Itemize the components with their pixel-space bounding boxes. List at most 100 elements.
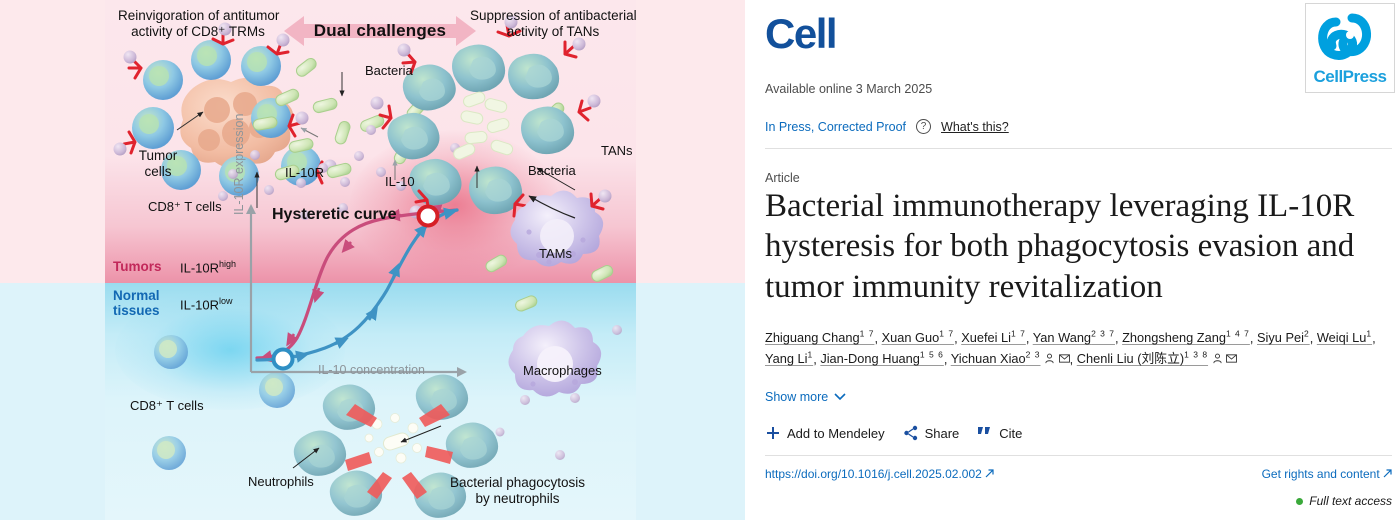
caption-right-header: Suppression of antibacterial activity of… [470, 8, 637, 39]
envelope-icon[interactable] [1058, 353, 1070, 364]
chart-x-axis-label: IL-10 concentration [318, 363, 426, 377]
attack-arrow-group [345, 404, 453, 499]
author-affiliation: 2 3 7 [1091, 329, 1115, 339]
label-il10r: IL-10R [285, 165, 325, 180]
low-state-point [271, 347, 295, 371]
doi-link[interactable]: https://doi.org/10.1016/j.cell.2025.02.0… [765, 467, 994, 481]
journal-logo[interactable]: Cell [765, 10, 838, 57]
cellpress-logo: CellPress [1305, 3, 1395, 93]
available-online-date: Available online 3 March 2025 [765, 82, 933, 96]
author-name[interactable]: Yan Wang2 3 7 [1032, 329, 1115, 346]
chart-title: Hysteretic curve [272, 206, 397, 223]
full-text-access-label: Full text access [1309, 494, 1392, 508]
article-panel: Cell CellPress Available online 3 March … [745, 0, 1400, 520]
plus-icon [767, 427, 779, 439]
bacteria-leader-bottom [400, 425, 442, 443]
show-more-button[interactable]: Show more [765, 390, 846, 404]
author-affiliation: 1 4 7 [1225, 329, 1250, 339]
divider-top [765, 148, 1392, 149]
author-affiliation: 1 7 [1011, 329, 1026, 339]
cite-button[interactable]: Cite [977, 426, 1022, 441]
ascending-branch [255, 208, 459, 362]
divider-bottom [765, 455, 1392, 456]
neutrophils-leader [292, 447, 320, 469]
author-name[interactable]: Chenli Liu (刘陈立)1 3 8 [1076, 349, 1209, 367]
person-icon[interactable] [1212, 353, 1223, 364]
il10r-leader-tumor [300, 127, 319, 138]
tumor-cells-leader [176, 111, 204, 131]
author-name[interactable]: Yichuan Xiao2 3 [950, 349, 1041, 367]
label-bacteria-top: Bacteria [365, 63, 413, 78]
cd8-t-cell-group-normal [152, 335, 295, 470]
tam-cell [510, 189, 612, 267]
label-tams: TAMs [539, 246, 572, 261]
author-affiliation: 1 7 [939, 329, 955, 339]
add-to-mendeley-label: Add to Mendeley [787, 425, 885, 441]
chevron-down-icon [834, 393, 846, 401]
band-value-tumors: IL-10Rhigh [180, 259, 237, 276]
chart-y-axis-label: IL-10R expression [232, 113, 246, 215]
label-cd8-t-cells-top: CD8⁺ T cells [148, 199, 222, 214]
author-list: Zhiguang Chang1 7, Xuan Guo1 7, Xuefei L… [765, 329, 1376, 367]
band-tag-normal: Normal tissues [113, 288, 160, 319]
descending-branch [255, 208, 459, 360]
label-bacteria-tans: Bacteria [528, 163, 576, 178]
access-status-dot-icon [1296, 497, 1304, 505]
label-phagocytosis: Bacterial phagocytosis by neutrophils [449, 475, 586, 506]
add-to-mendeley-button[interactable]: Add to Mendeley [765, 425, 885, 441]
article-type: Article [765, 171, 800, 185]
share-button[interactable]: Share [903, 425, 960, 441]
caption-left-header: Reinvigoration of antitumor activity of … [118, 8, 280, 39]
doi-text: https://doi.org/10.1016/j.cell.2025.02.0… [765, 467, 982, 481]
author-affiliation: 2 3 [1025, 349, 1041, 360]
external-link-icon [1383, 469, 1392, 478]
proof-status-row: In Press, Corrected Proof ? What's this? [765, 119, 1009, 134]
author-name[interactable]: Xuan Guo1 7 [881, 329, 955, 346]
dual-challenges-label: Dual challenges [313, 21, 447, 40]
lysed-bacterium [364, 413, 422, 464]
sup-high: high [219, 259, 237, 269]
show-more-label: Show more [765, 390, 829, 404]
cellpress-wordmark: CellPress [1313, 67, 1388, 86]
cite-label: Cite [999, 425, 1023, 441]
person-icon[interactable] [1044, 353, 1055, 364]
page-title: Bacterial immunotherapy leveraging IL-10… [765, 188, 1355, 305]
label-cd8-t-cells-bottom: CD8⁺ T cells [130, 398, 204, 413]
dual-challenges-arrow [284, 16, 476, 46]
tam-uptake-arrow [528, 195, 576, 219]
full-text-access-badge: Full text access [1296, 494, 1392, 508]
quote-icon [978, 427, 991, 434]
author-name[interactable]: Zhiguang Chang1 7 [765, 329, 875, 346]
author-affiliation: 1 5 6 [919, 349, 944, 360]
author-name[interactable]: Xuefei Li1 7 [961, 329, 1026, 346]
label-neutrophils: Neutrophils [248, 474, 314, 489]
band-tag-tumors: Tumors [113, 259, 162, 274]
author-name[interactable]: Weiqi Lu1 [1316, 329, 1373, 346]
tan-cluster [370, 15, 601, 221]
author-name[interactable]: Jian-Dong Huang1 5 6 [820, 349, 944, 367]
label-tumor-cells: Tumor cells [138, 148, 178, 179]
author-affiliation: 2 [1303, 329, 1310, 339]
label-tans: TANs [601, 143, 633, 158]
get-rights-text: Get rights and content [1261, 467, 1380, 481]
author-name[interactable]: Zhongsheng Zang1 4 7 [1122, 329, 1250, 346]
macrophage-cell [508, 320, 602, 397]
action-bar: Add to Mendeley Share Cite [765, 425, 1022, 441]
author-name[interactable]: Yang Li1 [765, 349, 814, 367]
author-name[interactable]: Siyu Pei2 [1257, 329, 1310, 346]
whats-this-link[interactable]: What's this? [941, 119, 1009, 134]
external-link-icon [985, 469, 994, 478]
cellpress-mark-icon [1318, 13, 1371, 60]
question-mark-icon[interactable]: ? [916, 119, 932, 134]
proof-status[interactable]: In Press, Corrected Proof [765, 119, 907, 134]
share-label: Share [924, 425, 960, 441]
get-rights-link[interactable]: Get rights and content [1262, 467, 1392, 481]
share-icon [903, 425, 917, 441]
author-affiliation: 1 3 8 [1184, 349, 1209, 360]
tans-leader [536, 167, 576, 191]
label-il10: IL-10 [385, 174, 415, 189]
il10-dots-lower [495, 325, 622, 460]
label-macrophages: Macrophages [523, 363, 602, 378]
envelope-icon[interactable] [1226, 353, 1238, 364]
